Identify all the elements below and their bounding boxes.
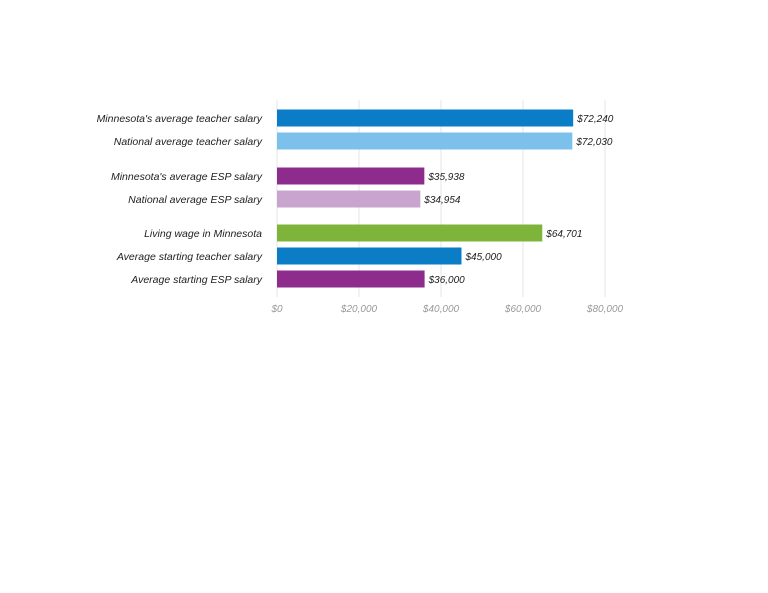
bars: [277, 109, 574, 288]
category-label-4: Living wage in Minnesota: [144, 228, 262, 240]
bar-3: [277, 190, 421, 208]
bar-0: [277, 109, 574, 127]
value-label-3: $34,954: [423, 195, 461, 206]
value-label-6: $36,000: [428, 275, 466, 286]
x-tick-label-2: $40,000: [422, 304, 460, 315]
category-label-0: Minnesota's average teacher salary: [97, 113, 263, 125]
bar-2: [277, 167, 425, 185]
bar-6: [277, 270, 425, 288]
category-labels: Minnesota's average teacher salary Nation…: [97, 113, 263, 286]
category-label-2: Minnesota's average ESP salary: [111, 171, 263, 183]
value-label-5: $45,000: [465, 252, 503, 263]
x-tick-label-1: $20,000: [340, 304, 378, 315]
x-tick-label-0: $0: [270, 304, 283, 315]
category-label-5: Average starting teacher salary: [116, 251, 263, 263]
x-axis-tick-labels: $0 $20,000 $40,000 $60,000 $80,000: [270, 304, 623, 315]
value-labels: $72,240 $72,030 $35,938 $34,954 $64,701 $45,0…: [423, 114, 613, 286]
bar-4: [277, 224, 543, 242]
value-label-2: $35,938: [427, 172, 465, 183]
value-label-1: $72,030: [575, 137, 613, 148]
bar-1: [277, 132, 573, 150]
value-label-0: $72,240: [576, 114, 614, 125]
category-label-6: Average starting ESP salary: [130, 274, 262, 286]
x-tick-label-4: $80,000: [586, 304, 624, 315]
category-label-3: National average ESP salary: [128, 194, 263, 206]
x-tick-label-3: $60,000: [504, 304, 542, 315]
category-label-1: National average teacher salary: [114, 136, 263, 148]
value-label-4: $64,701: [545, 229, 582, 240]
bar-5: [277, 247, 462, 265]
